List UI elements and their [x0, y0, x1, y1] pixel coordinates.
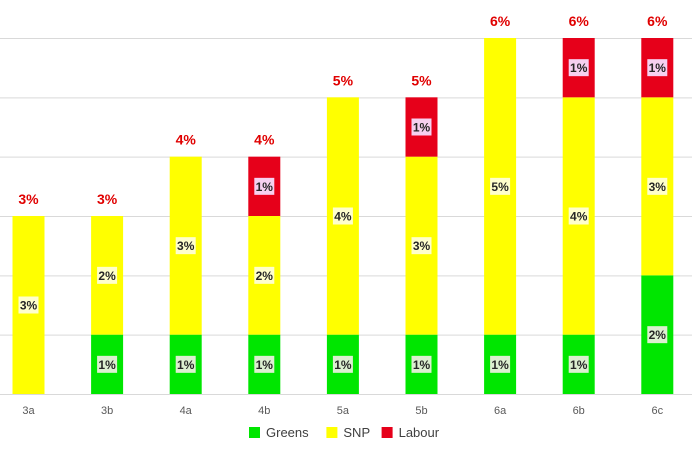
- legend-swatch-snp: [326, 427, 338, 438]
- data-label-box: [411, 118, 432, 136]
- data-label-labour-6b: 1%: [570, 61, 588, 75]
- x-tick-label-3a: 3a: [22, 405, 35, 417]
- data-label-greens-4a: 1%: [177, 358, 195, 372]
- data-label-labour-5b: 1%: [413, 121, 431, 135]
- legend-swatch-labour: [381, 427, 393, 438]
- data-label-box: [647, 177, 668, 195]
- data-label-greens-5b: 1%: [413, 358, 431, 372]
- data-label-snp-4a: 3%: [177, 239, 195, 253]
- total-label-6b: 6%: [569, 13, 590, 29]
- data-label-box: [254, 177, 275, 195]
- x-tick-label-6b: 6b: [573, 405, 585, 417]
- x-tick-label-5b: 5b: [415, 405, 427, 417]
- legend-label-snp: SNP: [343, 425, 370, 440]
- data-label-box: [332, 207, 353, 225]
- legend-swatch-greens: [249, 427, 260, 438]
- data-label-box: [490, 177, 511, 195]
- data-label-box: [254, 266, 275, 284]
- x-tick-label-3b: 3b: [101, 405, 113, 417]
- data-label-snp-3a: 3%: [20, 299, 38, 313]
- legend-label-greens: Greens: [266, 425, 309, 440]
- total-label-5a: 5%: [333, 72, 354, 88]
- data-label-box: [97, 266, 118, 284]
- x-tick-label-6c: 6c: [651, 405, 663, 417]
- data-label-box: [97, 355, 118, 373]
- total-label-3a: 3%: [18, 191, 39, 207]
- data-label-box: [490, 355, 511, 373]
- data-label-box: [647, 326, 668, 344]
- data-label-box: [568, 207, 589, 225]
- data-label-labour-4b: 1%: [256, 180, 274, 194]
- total-label-5b: 5%: [411, 72, 432, 88]
- data-label-box: [568, 355, 589, 373]
- data-labels: 3% 3% 1% 2% 3% 1% 3% 4% 1% 2% 1% 4% 1% 4% 5% 1% 3% 1% 5% 1%…: [18, 13, 668, 373]
- legend-label-labour: Labour: [399, 425, 440, 440]
- data-label-snp-6c: 3%: [649, 180, 667, 194]
- data-label-box: [568, 59, 589, 77]
- data-label-box: [175, 355, 196, 373]
- x-tick-label-4b: 4b: [258, 405, 270, 417]
- total-label-6c: 6%: [647, 13, 668, 29]
- data-label-box: [411, 355, 432, 373]
- data-label-box: [332, 355, 353, 373]
- x-tick-label-6a: 6a: [494, 405, 507, 417]
- data-label-snp-3b: 2%: [98, 269, 116, 283]
- legend: Greens SNP Labour: [249, 425, 440, 440]
- x-axis-ticks: 3a 3b 4a 4b 5a 5b 6a 6b 6c: [22, 405, 663, 417]
- data-label-box: [411, 237, 432, 255]
- data-label-snp-5a: 4%: [334, 210, 352, 224]
- data-label-box: [647, 59, 668, 77]
- data-label-box: [254, 355, 275, 373]
- data-label-greens-6a: 1%: [491, 358, 509, 372]
- data-label-snp-5b: 3%: [413, 239, 431, 253]
- data-label-snp-4b: 2%: [256, 269, 274, 283]
- data-label-labour-6c: 1%: [649, 61, 667, 75]
- data-label-box: [18, 296, 39, 314]
- total-label-4b: 4%: [254, 132, 275, 148]
- total-label-3b: 3%: [97, 191, 118, 207]
- total-label-4a: 4%: [176, 132, 197, 148]
- x-tick-label-4a: 4a: [180, 405, 193, 417]
- data-label-greens-3b: 1%: [98, 358, 116, 372]
- data-label-greens-5a: 1%: [334, 358, 352, 372]
- data-label-box: [175, 237, 196, 255]
- total-label-6a: 6%: [490, 13, 511, 29]
- x-tick-label-5a: 5a: [337, 405, 350, 417]
- data-label-snp-6a: 5%: [491, 180, 509, 194]
- data-label-snp-6b: 4%: [570, 210, 588, 224]
- data-label-greens-6c: 2%: [649, 328, 667, 342]
- data-label-greens-4b: 1%: [256, 358, 274, 372]
- data-label-greens-6b: 1%: [570, 358, 588, 372]
